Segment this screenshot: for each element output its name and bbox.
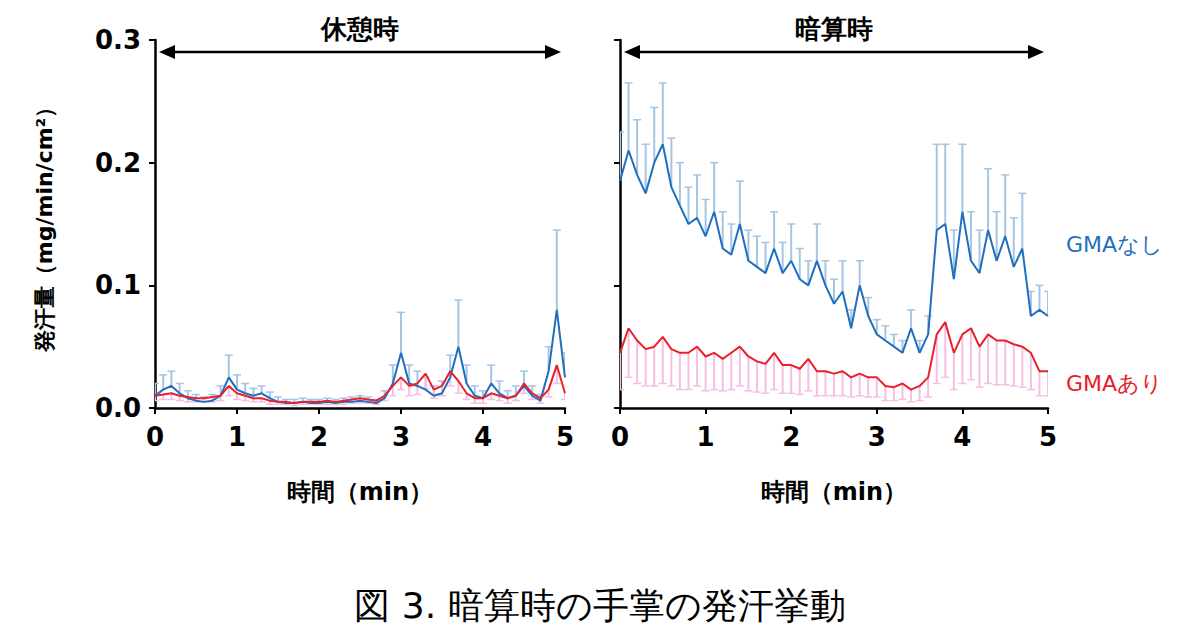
svg-text:発汗量（mg/min/cm²）: 発汗量（mg/min/cm²） xyxy=(32,96,57,353)
svg-text:0.3: 0.3 xyxy=(95,25,141,55)
svg-text:時間（min）: 時間（min） xyxy=(287,478,433,506)
svg-text:4: 4 xyxy=(474,422,492,452)
svg-text:GMAあり: GMAあり xyxy=(1066,371,1163,396)
svg-text:3: 3 xyxy=(868,422,886,452)
svg-text:休憩時: 休憩時 xyxy=(320,14,399,44)
svg-text:5: 5 xyxy=(556,422,574,452)
svg-text:2: 2 xyxy=(782,422,800,452)
svg-text:0: 0 xyxy=(611,422,629,452)
svg-text:図 3. 暗算時の手掌の発汗挙動: 図 3. 暗算時の手掌の発汗挙動 xyxy=(354,585,845,626)
svg-text:GMAなし: GMAなし xyxy=(1066,232,1163,257)
svg-text:1: 1 xyxy=(697,422,715,452)
svg-text:時間（min）: 時間（min） xyxy=(761,478,907,506)
svg-text:3: 3 xyxy=(392,422,410,452)
svg-text:0.1: 0.1 xyxy=(95,270,141,300)
svg-text:4: 4 xyxy=(953,422,971,452)
svg-text:0: 0 xyxy=(146,422,164,452)
svg-text:0.2: 0.2 xyxy=(95,148,141,178)
svg-text:5: 5 xyxy=(1039,422,1057,452)
svg-text:0.0: 0.0 xyxy=(95,393,141,423)
svg-text:暗算時: 暗算時 xyxy=(795,14,873,44)
svg-text:2: 2 xyxy=(310,422,328,452)
svg-text:1: 1 xyxy=(228,422,246,452)
